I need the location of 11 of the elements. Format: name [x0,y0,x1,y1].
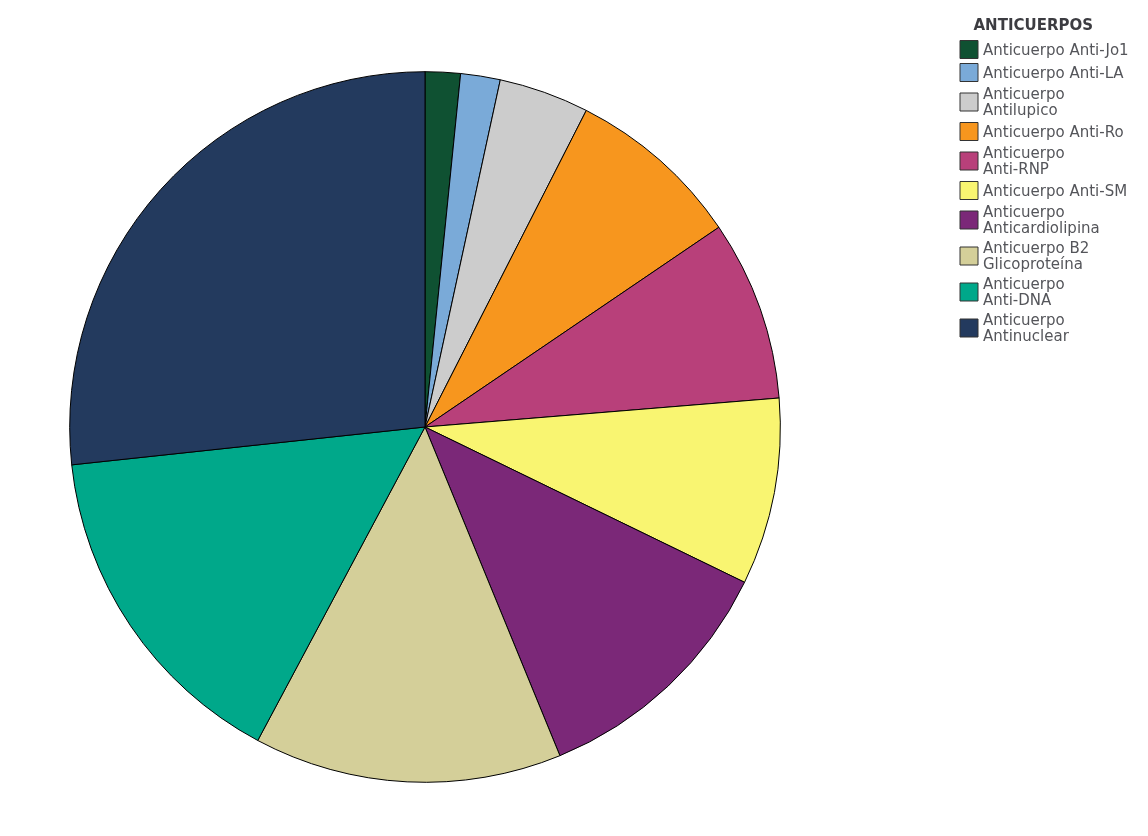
legend-label: Anticuerpo Anti-RNP [983,144,1070,178]
legend-label: Anticuerpo Antilupico [983,85,1070,119]
legend-label: Anticuerpo Antinuclear [983,311,1070,345]
legend-title: ANTICUERPOS [973,15,1094,34]
legend-label: Anticuerpo Anti-LA [983,63,1125,82]
legend-label: Anticuerpo Anti-Ro [983,122,1124,141]
legend-label: Anticuerpo B2 Glicoproteína [983,239,1095,273]
legend-label: Anticuerpo Anti-Jo1 [983,40,1129,59]
legend-label: Anticuerpo Anti-DNA [983,275,1070,309]
legend-label: Anticuerpo Anti-SM [983,181,1128,200]
legend-label: Anticuerpo Anticardiolipina [983,203,1100,237]
